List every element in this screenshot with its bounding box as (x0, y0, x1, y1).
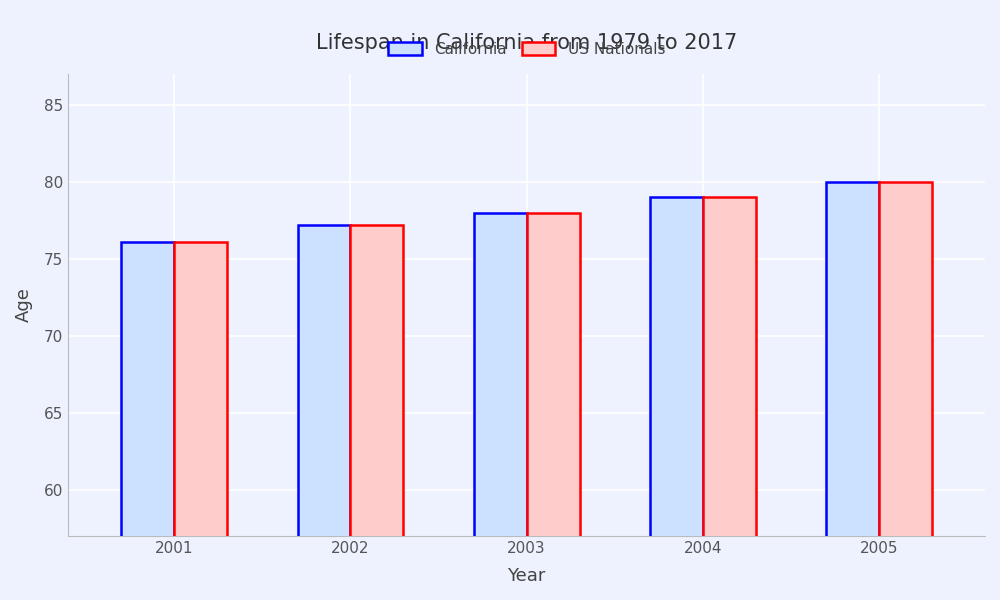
Bar (879, 182, 932, 600)
Bar (650, 197, 703, 600)
Bar (298, 225, 350, 600)
Title: Lifespan in California from 1979 to 2017: Lifespan in California from 1979 to 2017 (316, 33, 737, 53)
Bar (527, 212, 580, 600)
X-axis label: Year: Year (507, 567, 546, 585)
Bar (474, 212, 527, 600)
Bar (174, 242, 227, 600)
Y-axis label: Age: Age (15, 287, 33, 322)
Legend: California, US Nationals: California, US Nationals (382, 35, 671, 63)
Bar (703, 197, 756, 600)
Bar (121, 242, 174, 600)
Bar (826, 182, 879, 600)
Bar (350, 225, 403, 600)
